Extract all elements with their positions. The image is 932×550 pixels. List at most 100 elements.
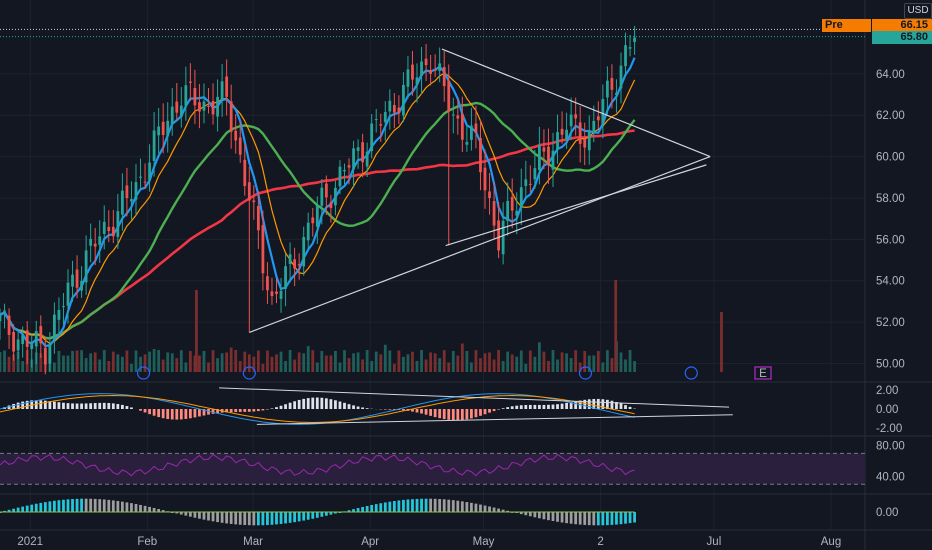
oscillator-bar (624, 512, 627, 524)
oscillator-bar (270, 512, 274, 525)
macd-bar (524, 405, 528, 409)
oscillator-bar (306, 512, 310, 520)
macd-bar (120, 404, 124, 409)
volume-bar (134, 350, 138, 372)
dividend-marker-icon (578, 366, 593, 380)
macd-bar (361, 407, 365, 409)
oscillator-bar (25, 505, 29, 512)
trendline-2 (441, 48, 711, 158)
macd-bar (284, 404, 287, 409)
macd-bar (315, 397, 319, 409)
volume-bar (460, 343, 464, 372)
volume-bar (202, 351, 206, 372)
volume-bar (551, 350, 555, 372)
candle-body (601, 99, 605, 126)
candle-body (411, 64, 414, 80)
macd-bar (451, 409, 455, 421)
oscillator-bar (130, 503, 133, 512)
time-axis-tick: Aug (821, 536, 841, 548)
volume-bar (256, 350, 260, 372)
candle-body (628, 47, 632, 49)
volume-bar (157, 350, 161, 372)
candle-body (179, 105, 183, 117)
macd-bar (624, 405, 627, 409)
macd-bar (596, 398, 600, 409)
candle-body (30, 344, 34, 349)
volume-bar (442, 350, 446, 372)
macd-bar (456, 409, 460, 421)
candle-body (261, 225, 265, 274)
volume-bar (12, 354, 15, 372)
volume-bar (343, 350, 346, 372)
macd-bar (392, 409, 396, 410)
macd-bar (252, 409, 256, 412)
candle-body (238, 137, 242, 155)
macd-bar (66, 403, 70, 409)
volume-bar (560, 352, 564, 372)
macd-bar (84, 403, 88, 409)
oscillator-bar (12, 508, 15, 512)
macd-bar (225, 409, 229, 413)
oscillator-bar (34, 503, 38, 512)
volume-bar (574, 350, 578, 372)
oscillator-bar (565, 512, 568, 524)
candle-body (488, 191, 491, 199)
candle-body (0, 314, 2, 322)
volume-bar (306, 346, 310, 372)
volume-bar (528, 350, 532, 372)
oscillator-bar (207, 512, 210, 521)
macd-bar (506, 407, 510, 409)
macd-bar (157, 409, 161, 418)
volume-bar (470, 362, 473, 372)
candle-body (25, 330, 29, 347)
macd-line (0, 393, 635, 425)
macd-bar (569, 402, 573, 409)
oscillator-bar (465, 502, 469, 512)
oscillator-bar (315, 512, 319, 518)
oscillator-bar (252, 512, 256, 526)
volume-bar (488, 352, 491, 372)
oscillator-bar (297, 512, 301, 522)
volume-bar (324, 355, 328, 372)
oscillator-bar (365, 505, 369, 512)
volume-bar (107, 361, 111, 372)
volume-bar (188, 350, 192, 372)
macd-bar (510, 406, 514, 409)
volume-bar (211, 350, 215, 372)
macd-bar (415, 409, 419, 413)
candle-body (460, 114, 464, 140)
volume-bar (170, 353, 174, 372)
macd-axis-tick: -2.00 (876, 423, 902, 435)
volume-bar (474, 350, 478, 372)
trendline-3 (445, 164, 707, 247)
volume-bar (497, 350, 500, 372)
candle-body (506, 200, 510, 221)
volume-bar (483, 353, 487, 372)
oscillator-bar (125, 502, 129, 512)
oscillator-bar (429, 498, 433, 512)
volume-bar (229, 347, 233, 372)
candle-body (515, 210, 519, 216)
candle-body (247, 182, 251, 201)
oscillator-bar (311, 512, 315, 519)
candle-body (406, 69, 410, 87)
candle-body (374, 119, 378, 121)
oscillator-bar (211, 512, 215, 522)
candle-body (433, 69, 437, 71)
rsi-band (0, 453, 865, 485)
macd-bar (483, 409, 487, 415)
candle-body (216, 96, 219, 117)
candle-body (12, 331, 15, 352)
volume-bar (320, 350, 324, 372)
macd-bar (193, 409, 197, 418)
oscillator-bar (143, 505, 147, 512)
volume-bar (297, 352, 301, 372)
oscillator-bar (560, 512, 564, 523)
volume-bar (596, 351, 600, 372)
macd-bar (474, 409, 478, 418)
macd-bar (211, 409, 215, 414)
candle-body (334, 187, 337, 206)
macd-bar (184, 409, 188, 419)
candle-body (574, 114, 578, 119)
